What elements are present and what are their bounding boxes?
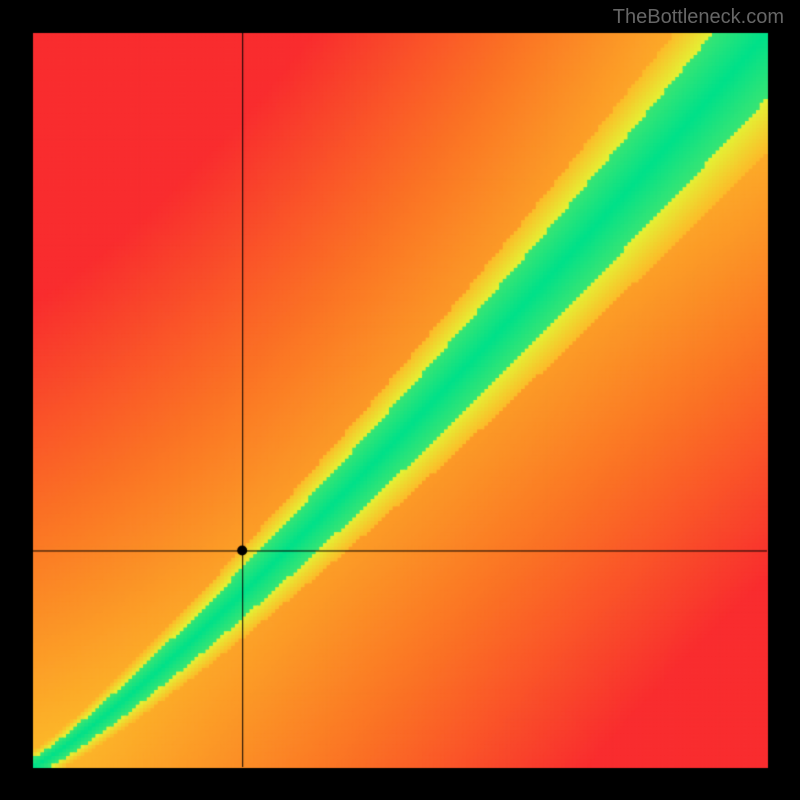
bottleneck-heatmap-canvas — [0, 0, 800, 800]
watermark-text: TheBottleneck.com — [613, 6, 784, 29]
chart-container: TheBottleneck.com — [0, 0, 800, 800]
